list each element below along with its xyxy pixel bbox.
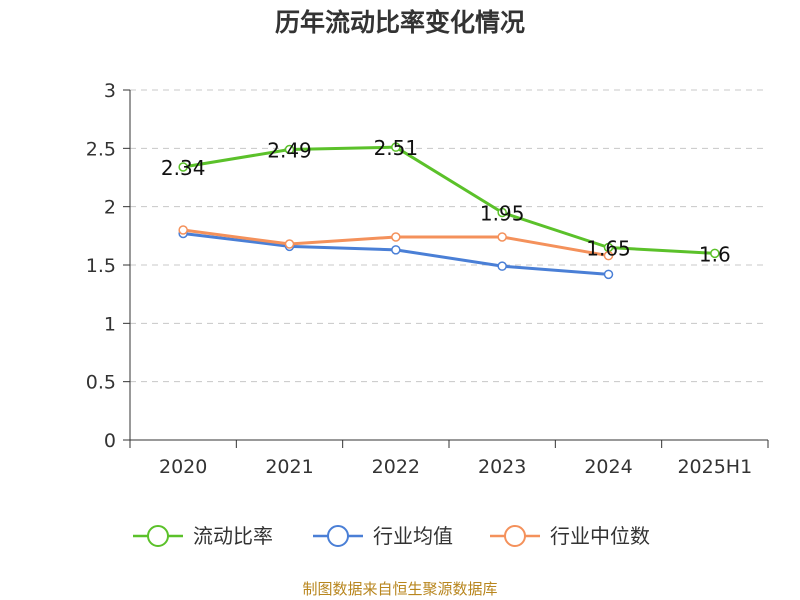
y-tick-label: 2 (104, 197, 116, 219)
data-point (284, 239, 295, 249)
x-tick-label: 2021 (265, 456, 313, 478)
data-label: 2.34 (161, 156, 206, 180)
y-tick-label: 0.5 (86, 372, 116, 394)
y-tick-label: 3 (104, 80, 116, 102)
data-point (497, 207, 507, 218)
data-point (391, 245, 401, 255)
x-tick-label: 2022 (372, 456, 420, 478)
y-tick-label: 2.5 (86, 138, 116, 160)
legend-marker (504, 525, 526, 547)
data-label-layer: 2.34 2.49 2.51 1.95 1.65 1.6 (161, 136, 731, 266)
legend-marker (147, 525, 169, 547)
source-note: 制图数据来自恒生聚源数据库 (302, 580, 497, 598)
data-point (391, 232, 401, 242)
y-tick-label: 0 (104, 430, 116, 452)
y-tick-label: 1 (104, 313, 116, 335)
legend-label: 流动比率 (193, 524, 273, 548)
legend: 流动比率 行业均值 行业中位数 (133, 524, 650, 548)
data-label: 2.49 (267, 139, 312, 163)
axis-layer: 0 0.5 1 1.5 2 2.5 3 2020 2021 2022 2023 2024 2025H1 (86, 80, 769, 478)
data-point (710, 248, 720, 259)
x-tick-label: 2025H1 (677, 456, 752, 478)
x-tick-label: 2023 (478, 456, 526, 478)
data-point (178, 162, 188, 172)
data-point (497, 261, 507, 271)
grid-layer (130, 89, 768, 383)
x-tick-label: 2024 (584, 456, 632, 478)
data-point (497, 232, 507, 242)
legend-label: 行业均值 (373, 524, 453, 548)
y-tick-label: 1.5 (86, 255, 116, 277)
series-line (182, 145, 715, 255)
legend-label: 行业中位数 (550, 524, 650, 548)
data-point (603, 269, 614, 280)
chart-title: 历年流动比率变化情况 (275, 8, 525, 37)
data-label: 1.95 (480, 202, 525, 226)
data-point (391, 142, 401, 152)
data-label: 1.65 (586, 237, 631, 261)
data-point (284, 144, 295, 155)
x-tick-label: 2020 (159, 456, 207, 478)
data-point (603, 250, 614, 261)
legend-marker (327, 525, 349, 547)
data-label: 1.6 (699, 242, 731, 266)
data-point (178, 225, 188, 235)
series-layer (178, 142, 720, 280)
data-label: 2.51 (374, 136, 419, 160)
